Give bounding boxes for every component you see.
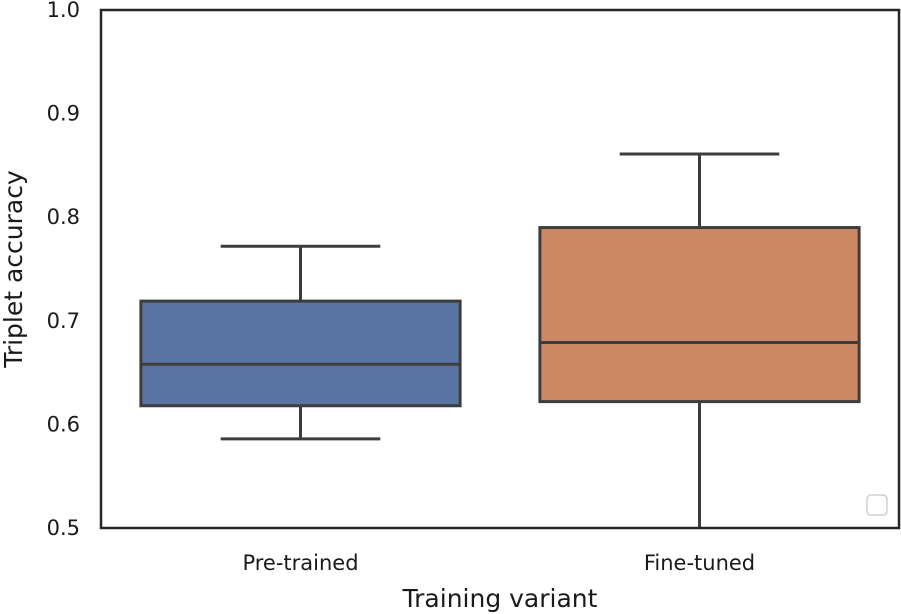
- box-fine-tuned: [538, 152, 861, 528]
- box-pre-trained: [139, 244, 462, 441]
- x-tick-labels: Pre-trained Fine-tuned: [242, 551, 755, 575]
- x-axis-label: Training variant: [402, 584, 598, 613]
- plot-frame: [99, 8, 901, 530]
- boxes-layer: [139, 152, 861, 528]
- y-tick-label: 0.6: [47, 412, 80, 436]
- x-tick-label: Pre-trained: [242, 551, 358, 575]
- y-tick-label: 0.7: [47, 309, 80, 333]
- y-tick-label: 1.0: [47, 0, 80, 22]
- y-tick-label: 0.5: [47, 516, 80, 540]
- y-axis-label: Triplet accuracy: [0, 170, 28, 369]
- y-tick-label: 0.9: [47, 102, 80, 126]
- x-tick-label: Fine-tuned: [644, 551, 755, 575]
- iqr-box: [538, 226, 861, 404]
- y-tick-labels: 0.5 0.6 0.7 0.8 0.9 1.0: [47, 0, 80, 540]
- y-tick-label: 0.8: [47, 205, 80, 229]
- legend-box: [866, 494, 888, 516]
- iqr-box: [139, 299, 462, 408]
